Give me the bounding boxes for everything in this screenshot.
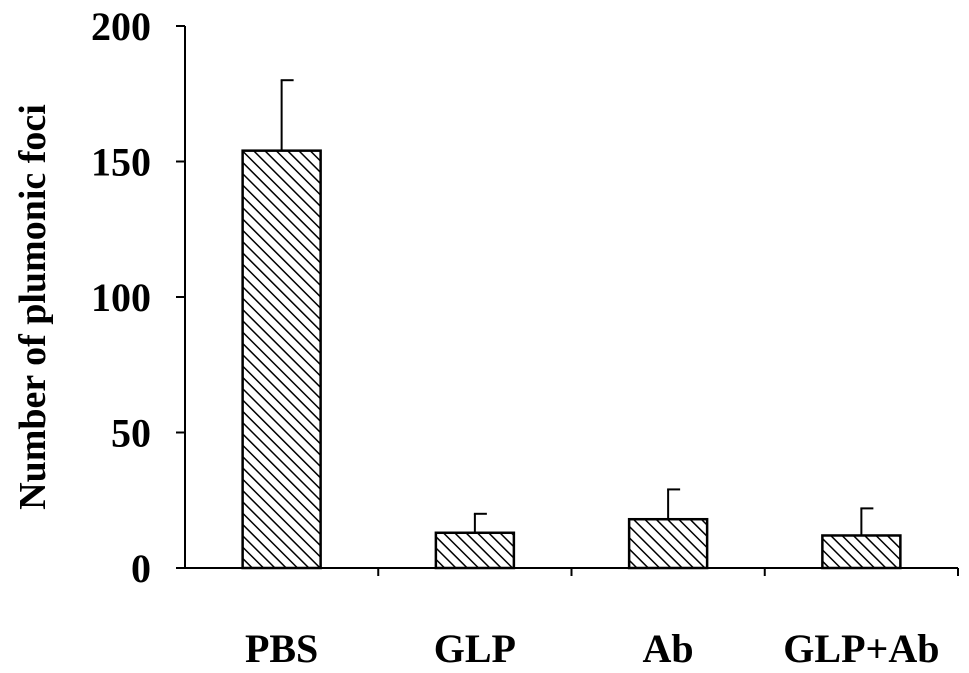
category-label: PBS <box>245 626 318 671</box>
bar-ab <box>627 517 709 570</box>
y-tick-label: 50 <box>111 411 151 456</box>
bar-glp <box>434 531 516 570</box>
category-label: Ab <box>643 626 694 671</box>
category-labels: PBS GLP Ab GLP+Ab <box>245 626 940 671</box>
bars <box>241 149 902 570</box>
error-bar <box>667 488 681 520</box>
error-bar <box>473 512 487 533</box>
y-tick-label: 200 <box>91 4 151 49</box>
y-ticks: 0 50 100 150 200 <box>91 4 185 591</box>
bar-pbs <box>241 149 322 570</box>
y-tick-label: 0 <box>131 546 151 591</box>
error-bar <box>860 507 874 536</box>
error-bar <box>280 79 294 151</box>
category-label: GLP <box>434 626 516 671</box>
y-axis-label: Number of plumonic foci <box>12 104 54 510</box>
y-tick-label: 100 <box>91 275 151 320</box>
error-bars <box>280 79 874 536</box>
bar-glp-ab <box>821 534 902 570</box>
x-ticks <box>377 568 959 576</box>
category-label: GLP+Ab <box>783 626 939 671</box>
y-tick-label: 150 <box>91 140 151 185</box>
